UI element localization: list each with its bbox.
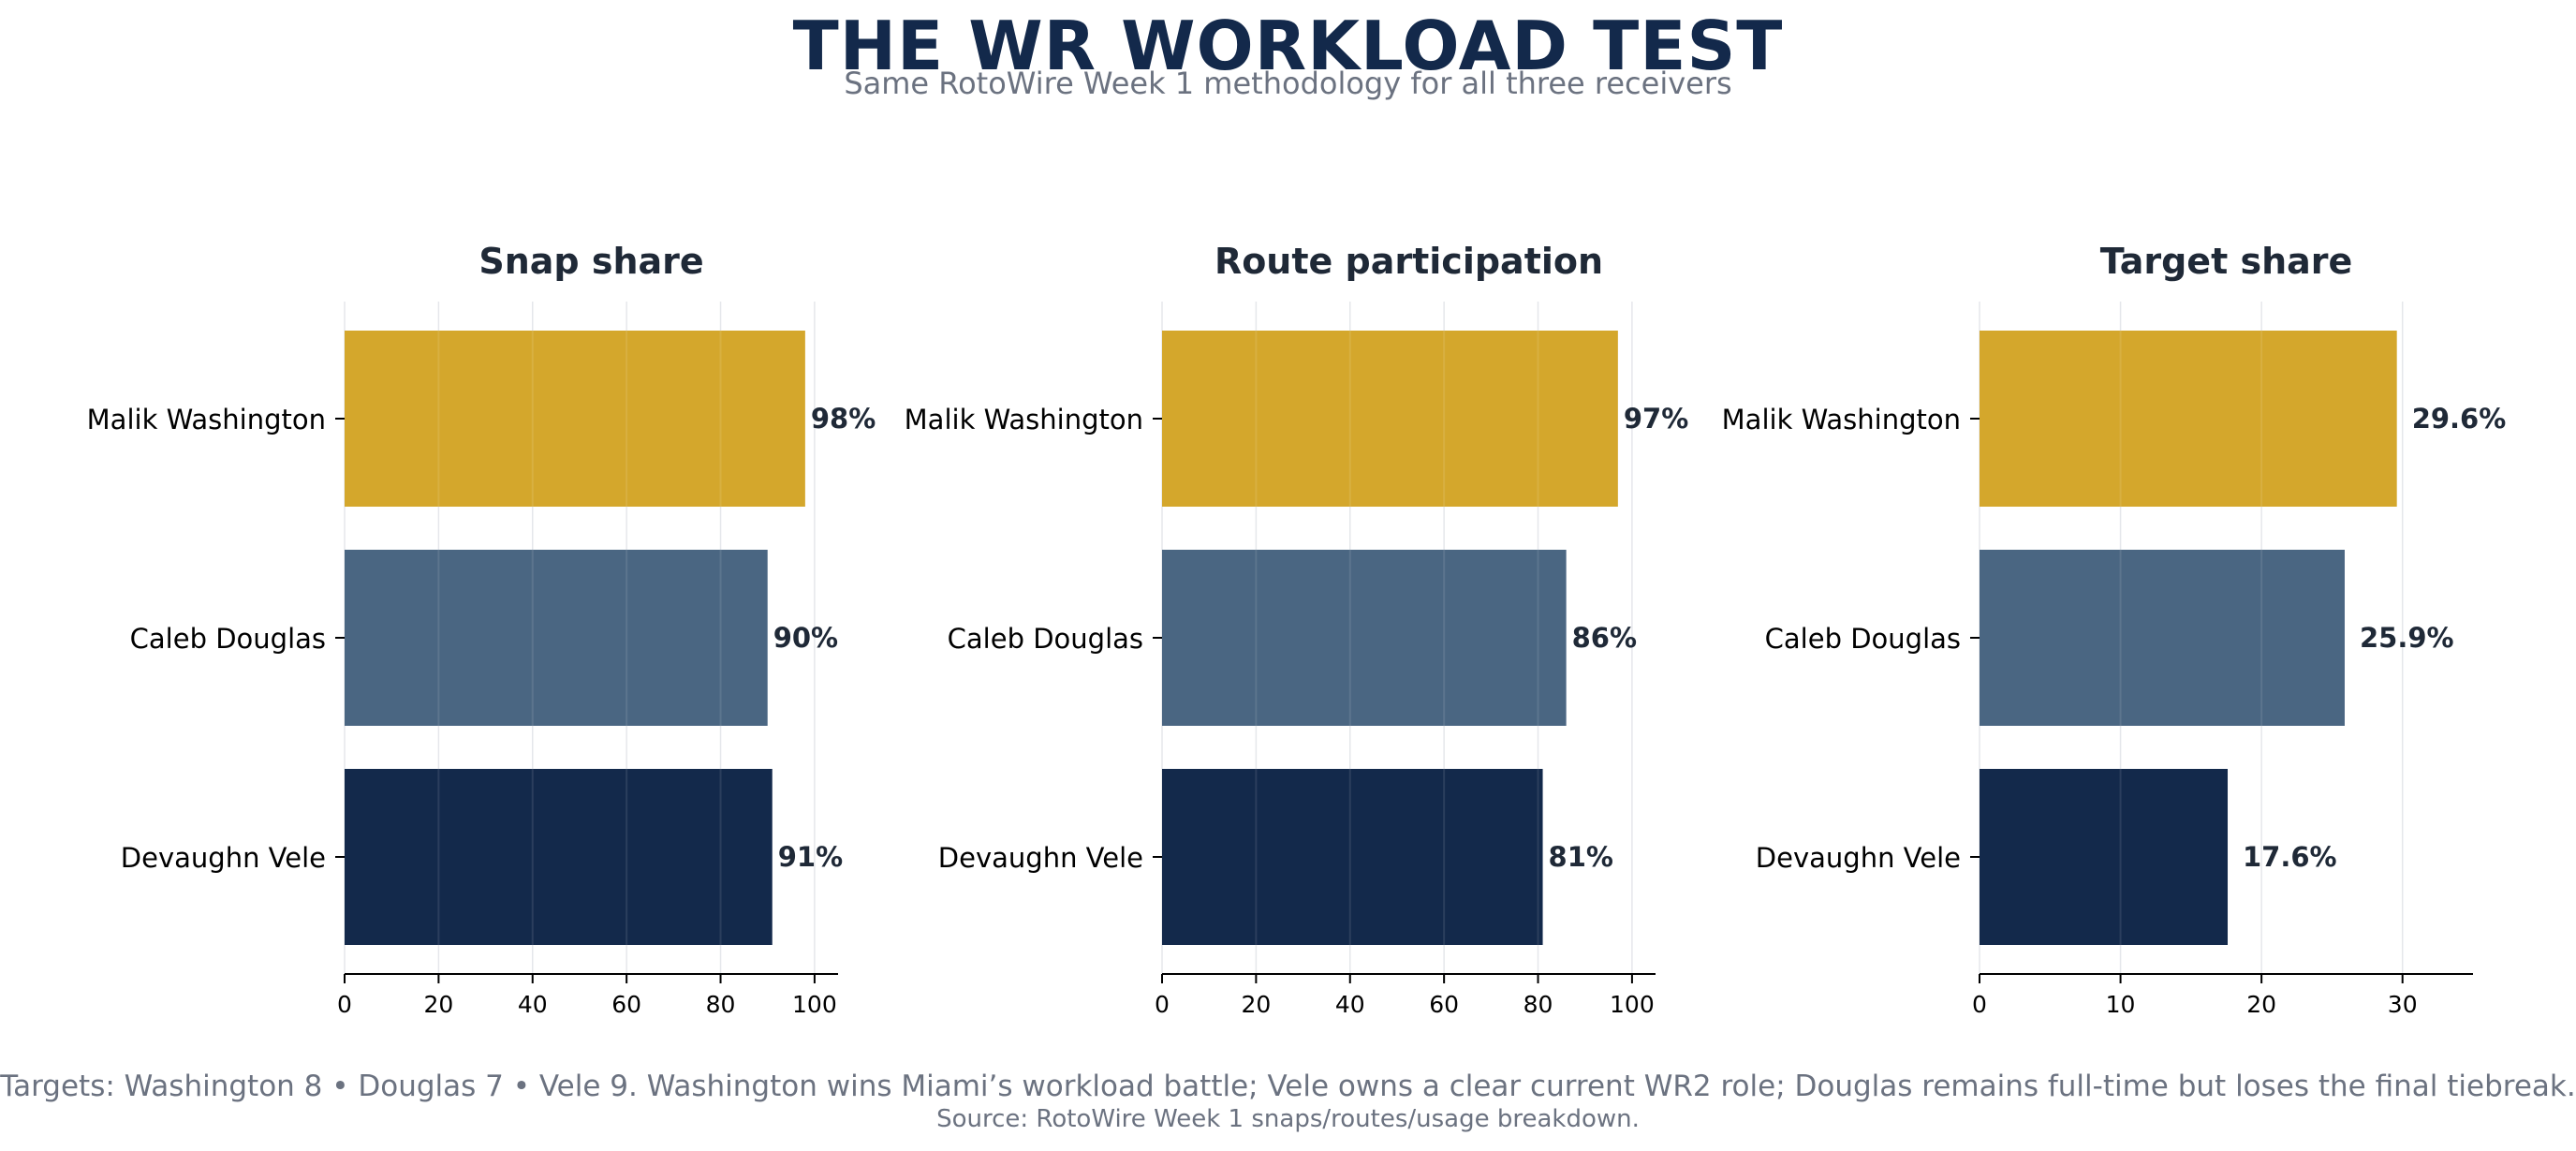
- x-tick-label: 10: [2106, 991, 2136, 1018]
- page-title: THE WR WORKLOAD TEST: [792, 7, 1784, 85]
- value-label: 29.6%: [2412, 403, 2507, 435]
- chart-panel-3: 29.6% Malik Washington 25.9% Caleb Douglas 1…: [1722, 241, 2507, 1018]
- value-label: 25.9%: [2360, 622, 2454, 654]
- value-label: 90%: [773, 622, 838, 654]
- bar-caleb-douglas: [345, 550, 768, 726]
- category-label: Malik Washington: [1722, 404, 1961, 435]
- category-label: Caleb Douglas: [1765, 623, 1961, 655]
- category-label: Devaughn Vele: [121, 842, 326, 874]
- value-label: 98%: [811, 403, 876, 435]
- category-label: Devaughn Vele: [938, 842, 1143, 874]
- page-subtitle: Same RotoWire Week 1 methodology for all…: [844, 66, 1732, 101]
- category-label: Caleb Douglas: [948, 623, 1143, 655]
- category-label: Malik Washington: [905, 404, 1143, 435]
- value-label: 86%: [1572, 622, 1637, 654]
- x-tick-label: 80: [1524, 991, 1553, 1018]
- category-label: Devaughn Vele: [1756, 842, 1961, 874]
- category-label: Caleb Douglas: [130, 623, 326, 655]
- x-tick-label: 40: [1335, 991, 1365, 1018]
- value-label: 91%: [778, 841, 843, 873]
- x-tick-label: 0: [337, 991, 352, 1018]
- source-note: Source: RotoWire Week 1 snaps/routes/usa…: [936, 1105, 1640, 1133]
- bar-devaughn-vele: [345, 769, 773, 945]
- value-label: 81%: [1549, 841, 1613, 873]
- value-label: 17.6%: [2243, 841, 2337, 873]
- bar-malik-washington: [1980, 331, 2397, 507]
- bar-caleb-douglas: [1162, 550, 1567, 726]
- footnote: Targets: Washington 8 • Douglas 7 • Vele…: [0, 1070, 2576, 1103]
- chart-title: Route participation: [1214, 241, 1603, 282]
- bar-malik-washington: [1162, 331, 1618, 507]
- x-tick-label: 30: [2388, 991, 2418, 1018]
- chart-title: Target share: [2100, 241, 2353, 282]
- chart-panel-2: 97% Malik Washington 86% Caleb Douglas 81% De…: [905, 241, 1689, 1018]
- x-tick-label: 60: [611, 991, 641, 1018]
- x-tick-label: 80: [706, 991, 736, 1018]
- chart-panel-1: 98% Malik Washington 90% Caleb Douglas 91% De…: [87, 241, 876, 1018]
- bar-devaughn-vele: [1980, 769, 2229, 945]
- x-tick-label: 20: [2246, 991, 2276, 1018]
- x-tick-label: 60: [1429, 991, 1459, 1018]
- x-tick-label: 0: [1972, 991, 1987, 1018]
- value-label: 97%: [1624, 403, 1688, 435]
- bar-devaughn-vele: [1162, 769, 1543, 945]
- x-tick-label: 20: [1241, 991, 1271, 1018]
- x-tick-label: 40: [518, 991, 548, 1018]
- chart-title: Snap share: [478, 241, 703, 282]
- x-tick-label: 0: [1155, 991, 1170, 1018]
- x-tick-label: 20: [423, 991, 453, 1018]
- x-tick-label: 100: [1610, 991, 1655, 1018]
- x-tick-label: 100: [792, 991, 837, 1018]
- bar-malik-washington: [345, 331, 805, 507]
- category-label: Malik Washington: [87, 404, 326, 435]
- bar-caleb-douglas: [1980, 550, 2345, 726]
